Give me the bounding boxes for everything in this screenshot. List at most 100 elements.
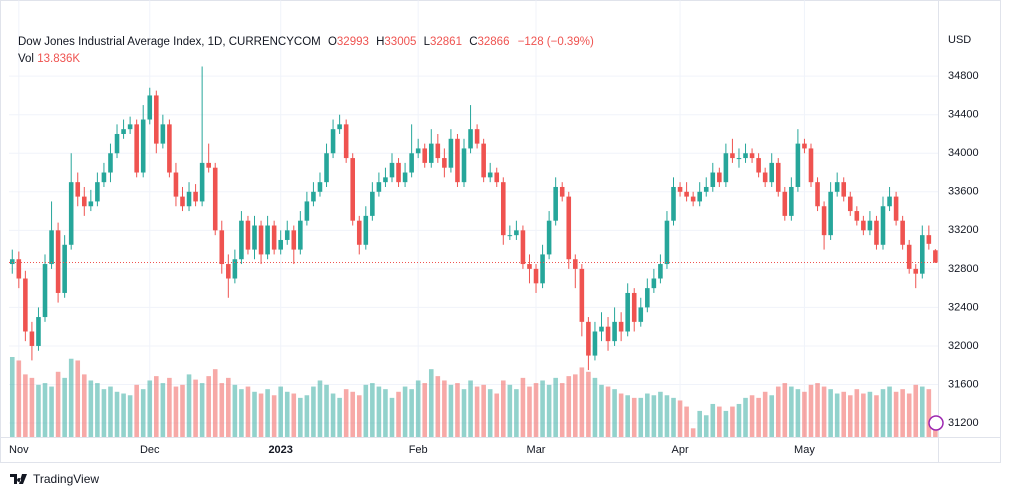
candle-body — [933, 250, 938, 263]
candle-body — [815, 182, 820, 207]
volume-legend: Vol 13.836K — [18, 53, 80, 65]
candle-body — [298, 220, 303, 250]
candle-body — [376, 182, 382, 192]
candle-body — [546, 220, 552, 255]
volume-bar — [690, 428, 696, 437]
candle-body — [736, 158, 742, 160]
candle-body — [605, 326, 611, 342]
brand-name[interactable]: TradingView — [33, 472, 99, 486]
volume-bar — [586, 371, 591, 437]
candle-body — [402, 172, 408, 183]
volume-bar — [442, 380, 447, 437]
volume-bar — [199, 383, 205, 437]
y-tick-label: 33600 — [948, 186, 979, 198]
volume-bar — [730, 406, 735, 437]
volume-bar — [324, 384, 329, 437]
volume-bar — [68, 358, 74, 437]
volume-bar — [599, 384, 604, 437]
volume-bar — [573, 374, 578, 437]
volume-bar — [749, 395, 755, 437]
volume-bar — [271, 395, 277, 437]
candle-body — [723, 153, 729, 183]
volume-bar — [298, 397, 303, 437]
volume-bar — [592, 377, 598, 437]
volume-bar — [559, 383, 565, 437]
candle-body — [507, 235, 513, 237]
o-label: O — [328, 36, 337, 48]
candle-body — [186, 191, 192, 207]
volume-bar — [481, 384, 486, 437]
y-tick-label: 34400 — [948, 109, 979, 121]
x-tick-label: Feb — [409, 444, 428, 456]
volume-bar — [245, 386, 251, 437]
candle-body — [232, 259, 238, 279]
volume-bar — [363, 384, 369, 437]
volume-bar — [173, 386, 179, 437]
candle-body — [49, 230, 54, 265]
candle-body — [95, 182, 100, 202]
volume-bar — [815, 383, 820, 437]
x-tick-label: May — [794, 444, 815, 456]
candle-body — [468, 129, 473, 149]
volume-bar — [36, 384, 41, 437]
volume-bar — [514, 389, 519, 437]
volume-bar — [88, 380, 94, 437]
volume-bar — [258, 393, 264, 437]
candle-body — [415, 148, 421, 154]
candle-body — [147, 95, 153, 120]
volume-bar — [494, 393, 500, 437]
volume-bar — [645, 393, 650, 437]
volume-bar — [638, 397, 644, 437]
volume-bar — [723, 410, 729, 437]
candle-body — [173, 172, 179, 197]
grid — [9, 0, 938, 437]
volume-bar — [409, 389, 414, 437]
volume-bar — [887, 386, 892, 437]
candle-body — [330, 129, 336, 154]
volume-bar — [710, 403, 716, 437]
volume-bar — [625, 395, 630, 437]
candle-body — [108, 153, 113, 173]
candle-body — [62, 244, 67, 293]
volume-bar — [821, 386, 827, 437]
candle-body — [671, 186, 676, 221]
candle-body — [625, 292, 630, 332]
candle-body — [919, 235, 925, 274]
brand[interactable]: TradingView — [10, 472, 99, 486]
volume-bar — [808, 384, 814, 437]
brand-logo[interactable] — [10, 474, 27, 484]
candle-body — [618, 321, 624, 332]
volume-bar — [874, 395, 879, 437]
candle-body — [573, 259, 578, 269]
y-tick-label: 31200 — [948, 417, 979, 429]
candle-body — [422, 148, 428, 163]
volume-bar — [193, 379, 198, 437]
volume-bar — [95, 383, 100, 437]
candle-body — [448, 138, 454, 168]
event-marker[interactable] — [928, 415, 944, 431]
candle-body — [311, 191, 316, 202]
candle-body — [795, 143, 801, 187]
volume-bar — [664, 395, 670, 437]
candle-body — [278, 239, 283, 250]
volume-bar — [756, 397, 761, 437]
candle-body — [389, 162, 395, 178]
candle-body — [324, 153, 329, 183]
volume-bar — [278, 386, 283, 437]
volume-bar — [389, 397, 395, 437]
volume-bar — [566, 376, 572, 437]
candle-body — [252, 225, 257, 250]
candle-body — [841, 182, 847, 197]
candle-body — [75, 182, 81, 197]
volume-bar — [520, 377, 526, 437]
candle-body — [121, 129, 126, 134]
candle-body — [396, 162, 401, 183]
volume-bar — [474, 386, 480, 437]
y-tick-label: 32000 — [948, 340, 979, 352]
volume-bar — [500, 380, 506, 437]
candle-body — [42, 264, 48, 318]
volume-bar — [546, 384, 552, 437]
candle-body — [81, 196, 87, 207]
volume-bar — [861, 393, 866, 437]
candle-body — [789, 186, 794, 216]
